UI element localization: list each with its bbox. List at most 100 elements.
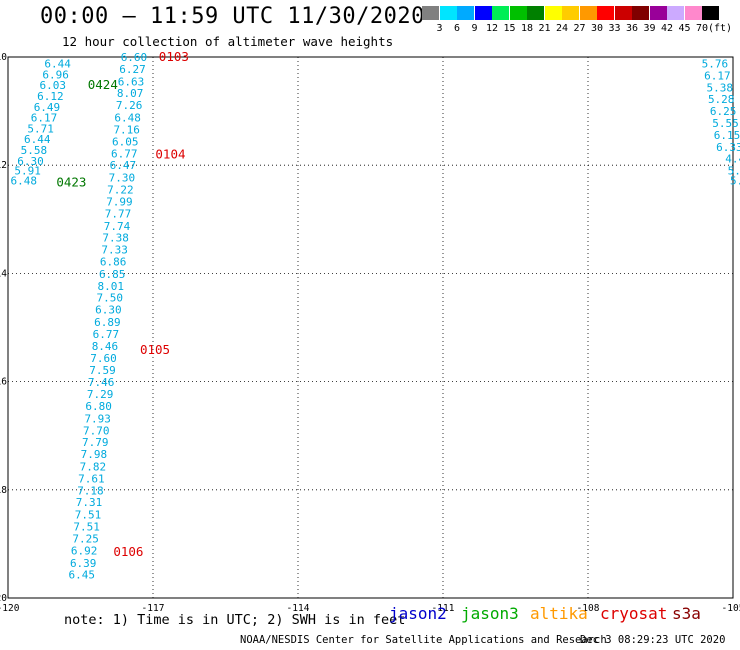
pass-time-label: 0103 [159, 49, 189, 64]
color-scale-label: 9 [471, 23, 478, 34]
wave-height-value: 7.79 [82, 436, 109, 449]
color-scale-label: 36 [625, 23, 639, 34]
legend-jason3: jason3 [461, 604, 519, 623]
lon-tick-label: -114 [287, 603, 310, 614]
color-scale-swatch [474, 6, 492, 20]
wave-height-value: 8.07 [117, 87, 144, 100]
wave-height-value: 8.01 [98, 280, 125, 293]
color-scale-label: 30 [590, 23, 604, 34]
color-scale-swatch [702, 6, 719, 20]
wave-height-value: 7.98 [81, 448, 108, 461]
wave-height-value: 7.59 [89, 364, 116, 377]
wave-height-value: 6.44 [24, 133, 51, 146]
color-scale-swatch [422, 6, 439, 20]
color-scale-label: 6 [453, 23, 461, 34]
legend-cryosat: cryosat [600, 604, 668, 623]
pass-time-label: 0106 [113, 544, 143, 559]
color-scale-swatch [579, 6, 597, 20]
wave-height-value: 8.46 [92, 340, 119, 353]
wave-height-value: 6.30 [95, 304, 122, 317]
color-scale-label: 42 [660, 23, 674, 34]
map-frame [7, 56, 734, 599]
color-scale-swatch [614, 6, 632, 20]
wave-height-value: 6.45 [69, 569, 96, 582]
legend-jason2: jason2 [389, 604, 447, 623]
wave-height-value: 7.99 [106, 195, 133, 208]
wave-height-value: 7.61 [78, 472, 105, 485]
wave-height-value: 6.30 [17, 155, 44, 168]
lat-tick-label: -20 [0, 593, 7, 604]
wave-height-value: 5.91 [14, 165, 41, 178]
wave-height-value: 7.18 [77, 484, 104, 497]
wave-height-value: 5.55 [712, 117, 739, 130]
wave-height-value: 7.51 [75, 509, 102, 522]
pass-time-label: 0105 [140, 342, 170, 357]
wave-height-value: 7.50 [97, 292, 124, 305]
lat-tick-label: -18 [0, 485, 7, 496]
altimeter-map: -120 -117 -114 -111 -108 -105 -10 -12 -14 -16 -18 -… [0, 49, 740, 614]
wave-height-value: 6.77 [93, 328, 120, 341]
color-scale-label: 12 [485, 23, 499, 34]
color-scale-label: 70 [695, 23, 709, 34]
wave-height-value: 7.60 [90, 352, 117, 365]
lat-tick-label: -10 [0, 52, 7, 63]
wave-height-value: 7.29 [87, 388, 114, 401]
lon-tick-label: -105 [722, 603, 740, 614]
wave-height-value: 7.74 [104, 220, 131, 233]
color-scale-swatch [632, 6, 649, 20]
wave-height-value: 6.17 [704, 69, 731, 82]
pass-time-label: 0424 [88, 77, 118, 92]
wave-height-value: 7.33 [101, 244, 128, 257]
wave-height-value: 6.15 [714, 129, 740, 142]
wave-height-value: 6.39 [70, 557, 97, 570]
wave-height-value: 6.33 [716, 141, 740, 154]
color-scale-label: 18 [520, 23, 534, 34]
color-scale-swatch [667, 6, 684, 20]
pass-time-label: 0423 [56, 175, 86, 190]
color-scale-swatch [544, 6, 562, 20]
color-scale-swatch [649, 6, 667, 20]
wave-height-value: 6.49 [34, 101, 61, 114]
lon-tick-label: -117 [142, 603, 165, 614]
wave-height-value: 7.16 [113, 123, 140, 136]
color-scale-swatch [492, 6, 509, 20]
wave-height-value: 4.4 [725, 153, 740, 166]
wave-height-value: 6.12 [37, 90, 64, 103]
wave-height-value: 7.31 [76, 496, 103, 509]
color-scale-label: 21 [538, 23, 551, 34]
color-scale-swatch [562, 6, 579, 20]
lat-tick-label: -16 [0, 377, 7, 388]
wave-height-value: 7.22 [107, 184, 134, 197]
wave-height-value: 6.89 [94, 316, 121, 329]
wave-height-value: 6.03 [40, 79, 67, 92]
legend-altika: altika [530, 604, 588, 623]
color-scale-label: 33 [608, 23, 621, 34]
wave-height-value: 7.70 [83, 424, 110, 437]
wave-height-value: 6.85 [99, 268, 126, 281]
color-scale-label: 27 [573, 23, 586, 34]
footer-note: note: 1) Time is in UTC; 2) SWH is in fe… [64, 612, 406, 628]
wave-height-value: 7.38 [102, 232, 129, 245]
lat-tick-label: -12 [0, 160, 7, 171]
wave-height-value: 6.86 [100, 255, 127, 268]
wave-height-value: 7.46 [88, 376, 115, 389]
wave-height-value: 6.47 [110, 159, 137, 172]
color-scale-label: 39 [643, 23, 656, 34]
generated-timestamp: Dec 3 08:29:23 UTC 2020 [580, 634, 726, 646]
wave-height-value: 6.63 [118, 75, 145, 88]
wave-height-value: 5.58 [21, 144, 48, 157]
wave-height-value: 6.44 [44, 57, 71, 70]
wave-height-value: 5.38 [707, 81, 734, 94]
wave-height-value: 6.77 [111, 147, 138, 160]
wave-height-value: 6.96 [42, 68, 69, 81]
lon-tick-label: -111 [432, 603, 455, 614]
lat-tick-label: -14 [0, 268, 7, 279]
wave-height-value: 7.82 [80, 461, 107, 474]
lon-tick-label: -120 [0, 603, 20, 614]
wave-height-value: 7.26 [116, 99, 143, 112]
color-scale-swatch [457, 6, 474, 20]
color-scale-label: 3 [436, 23, 443, 34]
wave-height-value: 6.80 [85, 400, 112, 413]
map-title: 00:00 – 11:59 UTC 11/30/2020 [40, 4, 425, 29]
lon-tick-label: -108 [577, 603, 600, 614]
